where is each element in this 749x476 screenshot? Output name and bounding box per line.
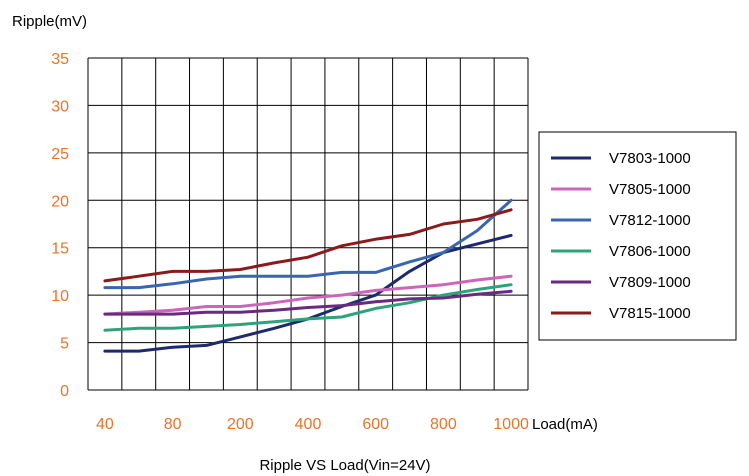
series-line-3 — [103, 198, 513, 290]
x-tick-label: 800 — [430, 416, 457, 433]
legend-entry: V7815-1000 — [609, 305, 691, 322]
series-lines — [103, 198, 513, 353]
x-tick-label: 600 — [362, 416, 389, 433]
grid — [87, 57, 529, 391]
x-tick-labels: 40 80 200 400 600 800 1000 — [96, 416, 529, 433]
legend-entry: V7806-1000 — [609, 243, 691, 260]
series-line-2 — [103, 274, 513, 316]
series-line-4 — [103, 283, 513, 332]
chart-title: Ripple VS Load(Vin=24V) — [259, 457, 430, 474]
y-tick-labels: 0 5 10 15 20 25 30 35 — [51, 51, 69, 400]
legend-entry: V7803-1000 — [609, 150, 691, 167]
x-tick-label: 200 — [227, 416, 254, 433]
y-tick-label: 30 — [51, 98, 69, 115]
x-tick-label: 80 — [164, 416, 182, 433]
legend-box — [538, 131, 737, 341]
y-tick-label: 10 — [51, 288, 69, 305]
x-tick-label: 400 — [295, 416, 322, 433]
y-tick-label: 35 — [51, 51, 69, 68]
legend-entry: V7805-1000 — [609, 181, 691, 198]
y-tick-label: 25 — [51, 146, 69, 163]
legend-entry: V7809-1000 — [609, 274, 691, 291]
series-line-5 — [103, 289, 513, 316]
x-tick-label: 40 — [96, 416, 114, 433]
x-axis-label: Load(mA) — [532, 416, 598, 433]
y-tick-label: 5 — [60, 336, 69, 353]
y-tick-label: 0 — [60, 383, 69, 400]
series-line-6 — [103, 208, 513, 283]
y-tick-label: 15 — [51, 241, 69, 258]
legend-entry: V7812-1000 — [609, 212, 691, 229]
y-axis-label: Ripple(mV) — [12, 13, 87, 30]
x-tick-label: 1000 — [493, 416, 529, 433]
y-tick-label: 20 — [51, 193, 69, 210]
legend: V7803-1000 V7805-1000 V7812-1000 V7806-1000… — [538, 131, 737, 341]
